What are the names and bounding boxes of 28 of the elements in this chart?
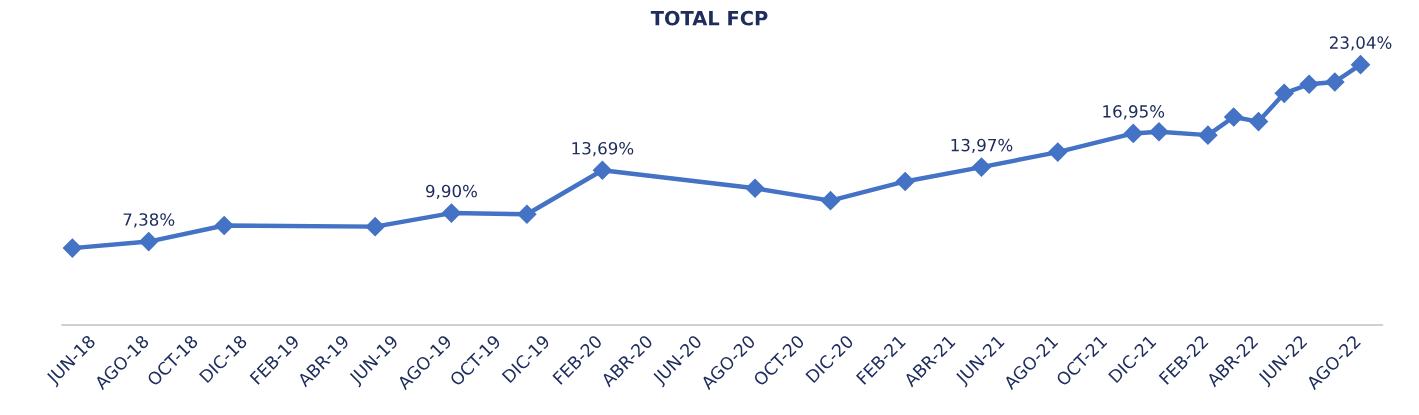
point xyxy=(1048,142,1068,162)
data-label: 16,95% xyxy=(1103,105,1165,120)
point xyxy=(1248,112,1269,132)
data-label: 13,97% xyxy=(951,138,1013,154)
point xyxy=(820,191,841,211)
point xyxy=(745,178,765,198)
point xyxy=(1123,123,1143,143)
point xyxy=(1325,72,1345,92)
point xyxy=(517,204,537,224)
point xyxy=(441,203,461,223)
chart-title: TOTAL FCP xyxy=(650,10,768,26)
point xyxy=(214,215,234,236)
data-label: 13,69% xyxy=(572,141,634,157)
point xyxy=(1224,107,1244,127)
point xyxy=(365,217,385,237)
point xyxy=(62,238,82,258)
data-label: 23,04% xyxy=(1329,36,1392,51)
data-label: 7,38% xyxy=(123,213,175,228)
point xyxy=(139,232,159,252)
point xyxy=(592,160,612,180)
point xyxy=(1274,83,1294,103)
point xyxy=(1351,55,1371,75)
point xyxy=(1149,122,1169,142)
point xyxy=(1198,125,1218,145)
data-label: 9,90% xyxy=(426,184,478,200)
point xyxy=(971,157,992,177)
point xyxy=(1299,74,1319,94)
point xyxy=(895,171,915,191)
